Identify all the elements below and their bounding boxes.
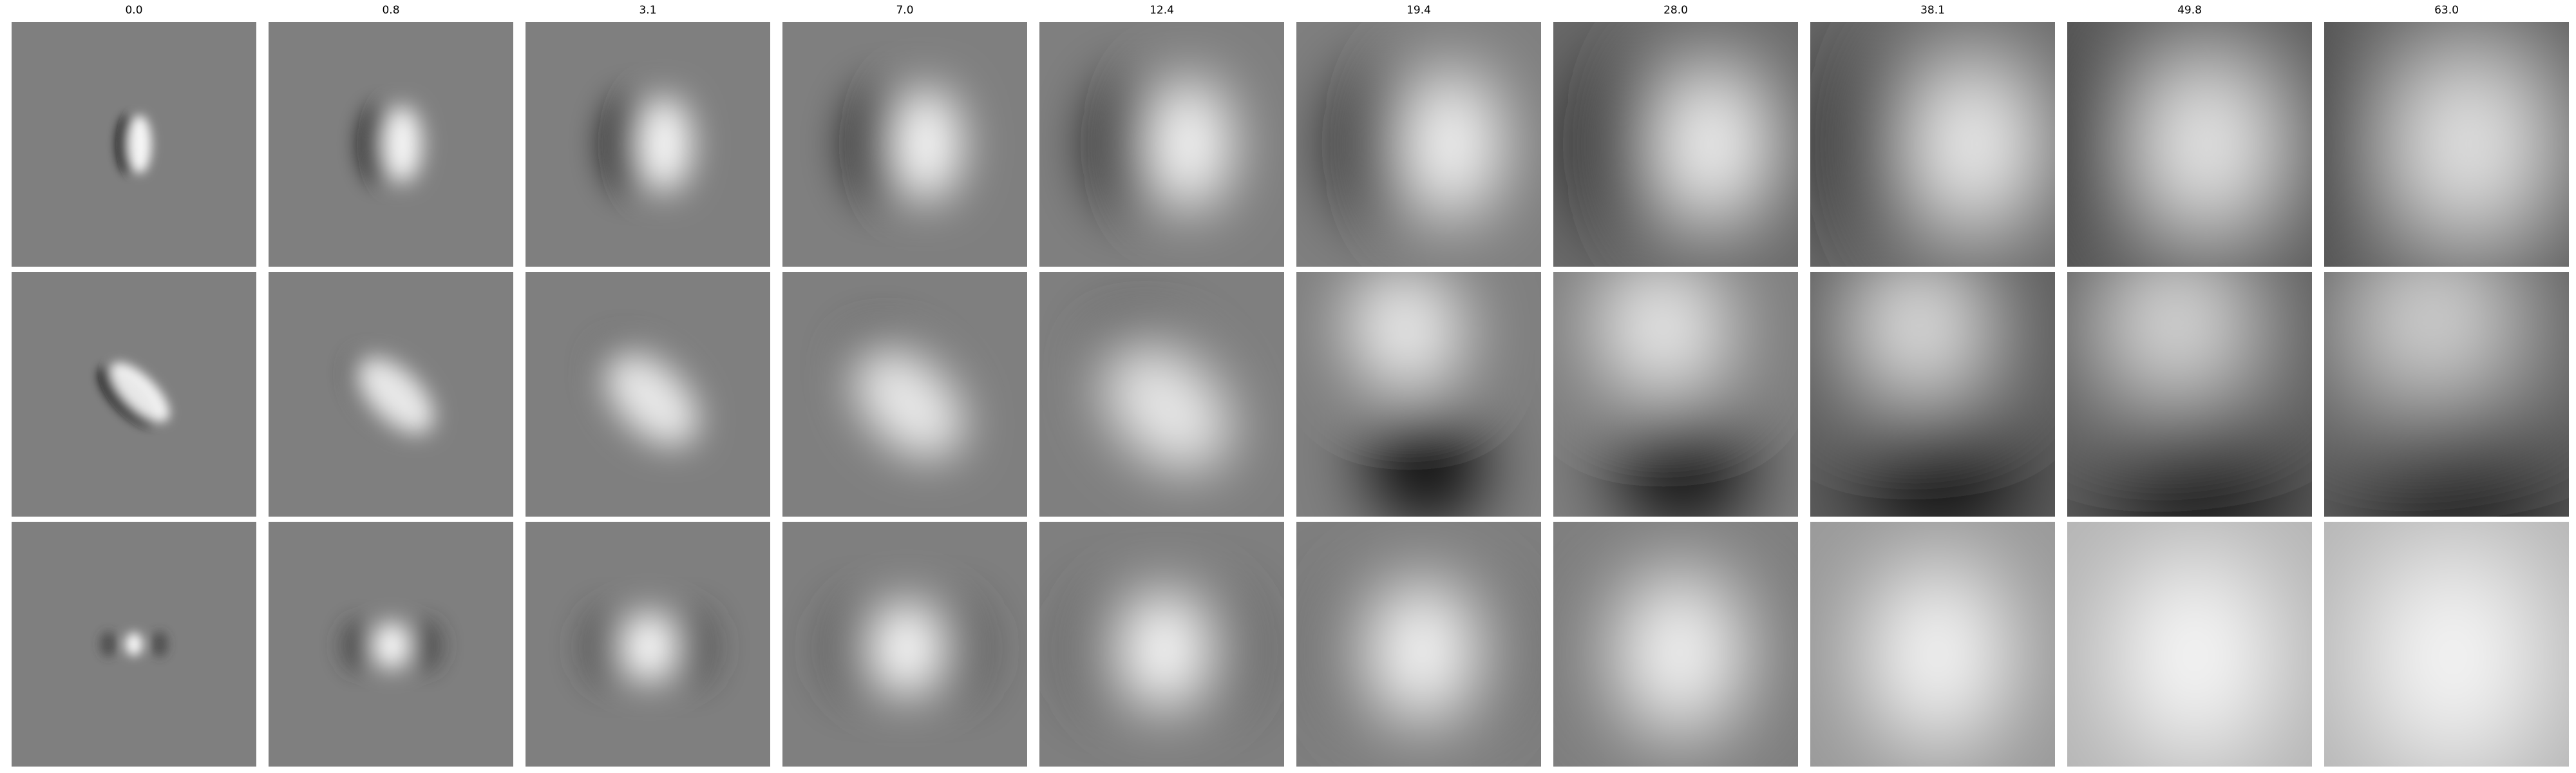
light-lobe bbox=[110, 362, 170, 422]
light-lobe bbox=[2392, 32, 2557, 257]
filter-panel bbox=[1039, 272, 1284, 517]
dark-lobe bbox=[340, 619, 374, 672]
dark-lobe bbox=[1614, 393, 1750, 517]
column-title: 3.1 bbox=[639, 4, 657, 17]
dark-lobe bbox=[1062, 583, 1147, 716]
light-lobe bbox=[2092, 272, 2262, 411]
column-title: 49.8 bbox=[2177, 4, 2202, 17]
column-title: 0.0 bbox=[125, 4, 143, 17]
light-lobe bbox=[357, 358, 433, 434]
filter-panel bbox=[269, 22, 513, 267]
column-title: 7.0 bbox=[896, 4, 914, 17]
light-lobe bbox=[605, 353, 698, 445]
filter-panel bbox=[1039, 22, 1284, 267]
column-title: 12.4 bbox=[1150, 4, 1174, 17]
filter-panel bbox=[2067, 272, 2312, 517]
light-lobe bbox=[383, 106, 422, 183]
filter-panel bbox=[12, 272, 256, 517]
filter-panel bbox=[1296, 522, 1541, 767]
filter-panel bbox=[269, 272, 513, 517]
light-lobe bbox=[871, 600, 943, 697]
filter-panel bbox=[782, 272, 1027, 517]
dark-lobe bbox=[1182, 583, 1267, 716]
filter-panel bbox=[1039, 522, 1284, 767]
dark-lobe bbox=[2111, 383, 2281, 517]
filter-panel bbox=[1810, 22, 2055, 267]
filter-panel bbox=[526, 522, 770, 767]
filter-panel bbox=[782, 22, 1027, 267]
column-title: 0.8 bbox=[382, 4, 400, 17]
dark-lobe bbox=[409, 619, 443, 672]
filter-panel bbox=[1553, 272, 1798, 517]
light-lobe bbox=[1843, 272, 1996, 405]
dark-lobe bbox=[667, 607, 717, 687]
light-lobe bbox=[1654, 59, 1773, 229]
column-title: 38.1 bbox=[1920, 4, 1945, 17]
filter-panel bbox=[2324, 22, 2569, 267]
light-lobe bbox=[855, 348, 963, 457]
light-lobe bbox=[1616, 568, 1744, 738]
light-lobe bbox=[374, 622, 410, 670]
light-lobe bbox=[2114, 546, 2277, 765]
light-lobe bbox=[1865, 557, 2011, 751]
filter-panel bbox=[2067, 22, 2312, 267]
column-title: 28.0 bbox=[1663, 4, 1688, 17]
filter-panel bbox=[526, 22, 770, 267]
light-lobe bbox=[1400, 68, 1502, 220]
light-lobe bbox=[637, 97, 692, 192]
light-lobe bbox=[1119, 589, 1210, 711]
filter-panel bbox=[1553, 22, 1798, 267]
filter-panel bbox=[2324, 522, 2569, 767]
light-lobe bbox=[1146, 78, 1233, 211]
filter-panel bbox=[526, 272, 770, 517]
light-lobe bbox=[2137, 41, 2287, 248]
dark-lobe bbox=[581, 607, 632, 687]
light-lobe bbox=[1104, 344, 1230, 470]
light-lobe bbox=[622, 611, 677, 683]
filter-panel bbox=[1296, 272, 1541, 517]
filter-panel bbox=[12, 22, 256, 267]
filter-panel bbox=[2067, 522, 2312, 767]
dark-lobe bbox=[151, 631, 168, 657]
filter-panel bbox=[782, 522, 1027, 767]
light-lobe bbox=[1909, 50, 2043, 239]
light-lobe bbox=[1368, 578, 1477, 724]
filter-panel bbox=[1810, 522, 2055, 767]
dark-lobe bbox=[925, 595, 992, 701]
column-title: 19.4 bbox=[1406, 4, 1431, 17]
filter-panel bbox=[1296, 22, 1541, 267]
filter-panel bbox=[12, 522, 256, 767]
light-lobe bbox=[2340, 272, 2527, 417]
light-lobe bbox=[128, 115, 151, 173]
light-lobe bbox=[2362, 536, 2544, 767]
dark-lobe bbox=[100, 631, 117, 657]
light-lobe bbox=[125, 633, 143, 656]
light-lobe bbox=[891, 87, 962, 202]
light-lobe bbox=[1346, 272, 1466, 394]
dark-lobe bbox=[822, 595, 889, 701]
filter-panel bbox=[269, 522, 513, 767]
dark-lobe bbox=[1365, 398, 1485, 517]
dark-lobe bbox=[2360, 378, 2546, 517]
filter-panel bbox=[2324, 272, 2569, 517]
dark-lobe bbox=[1862, 388, 2016, 517]
filter-panel bbox=[1553, 522, 1798, 767]
light-lobe bbox=[1595, 272, 1731, 399]
column-title: 63.0 bbox=[2434, 4, 2459, 17]
filter-panel bbox=[1810, 272, 2055, 517]
